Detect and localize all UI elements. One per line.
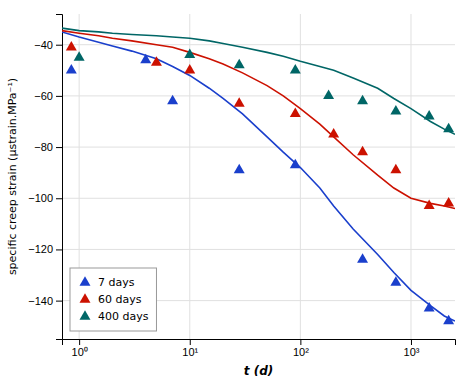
point [184, 49, 195, 58]
y-axis-title: specific creep strain (μstrain.MPa⁻¹) [6, 78, 19, 275]
x-axis-title: t (d) [244, 364, 273, 378]
point [357, 253, 368, 262]
tick-label: −80 [34, 141, 53, 153]
point [74, 51, 85, 60]
tick-label: 10⁰ [72, 346, 88, 358]
point [167, 95, 178, 104]
legend-label: 60 days [98, 293, 142, 306]
tick-label: 10² [293, 346, 309, 358]
tick-mark [79, 339, 80, 345]
point [443, 197, 454, 206]
point [390, 276, 401, 285]
legend: 7 days 60 days 400 days [70, 268, 156, 331]
tick-mark [411, 339, 412, 345]
grid-line-x [189, 14, 190, 339]
point [357, 146, 368, 155]
axis-line [56, 15, 63, 340]
tick-label: −140 [28, 295, 53, 307]
point [234, 164, 245, 173]
tick-label: 10³ [404, 346, 420, 358]
point [290, 64, 301, 73]
tick: −60 [34, 90, 62, 102]
tick-mark [56, 147, 62, 148]
grid-line-y [62, 198, 455, 199]
tick-mark [56, 249, 62, 250]
tick-label: −120 [28, 243, 53, 255]
point [323, 90, 334, 99]
point [234, 97, 245, 106]
tick-mark [56, 301, 62, 302]
point [234, 59, 245, 68]
grid-line-y [62, 44, 455, 45]
legend-box [70, 268, 156, 331]
legend-symbol [80, 310, 91, 319]
point [66, 64, 77, 73]
axis-line [63, 340, 456, 346]
tick-label: −100 [28, 192, 53, 204]
point [184, 64, 195, 73]
tick-mark [190, 339, 191, 345]
tick: 10² [293, 339, 309, 358]
tick-label: −40 [34, 39, 53, 51]
tick-mark [300, 339, 301, 345]
point [424, 110, 435, 119]
line [62, 32, 455, 321]
tick-mark [56, 198, 62, 199]
point [390, 164, 401, 173]
y-axis: −140 −120 −100 −80 −60 −40 [28, 15, 62, 340]
line [62, 28, 455, 134]
point [357, 95, 368, 104]
tick-mark [56, 96, 62, 97]
legend-symbol [80, 276, 91, 285]
point [390, 105, 401, 114]
chart: 10⁰ 10¹ 10² 10³ −140 −120 −100 −80 −60 −40 t (d) sp… [0, 0, 473, 385]
point [66, 41, 77, 50]
tick-label: −60 [34, 90, 53, 102]
grid-line-y [62, 249, 455, 250]
point [443, 123, 454, 132]
grid-line-y [62, 95, 455, 96]
legend-symbol [80, 293, 91, 302]
x-axis: 10⁰ 10¹ 10² 10³ [63, 339, 456, 358]
tick: −140 [28, 295, 62, 307]
tick: 10⁰ [72, 339, 88, 358]
point [443, 315, 454, 324]
grid-line-x [300, 14, 301, 339]
marks [62, 28, 455, 324]
tick: −120 [28, 243, 62, 255]
point [151, 56, 162, 65]
grid [62, 14, 455, 339]
point [424, 200, 435, 209]
legend-label: 7 days [98, 276, 135, 289]
point [290, 159, 301, 168]
tick-mark [56, 45, 62, 46]
tick: 10³ [404, 339, 420, 358]
tick: −40 [34, 39, 62, 51]
plot: 10⁰ 10¹ 10² 10³ −140 −120 −100 −80 −60 −40 t (d) sp… [6, 14, 456, 378]
line [62, 31, 455, 209]
grid-line-y [62, 147, 455, 148]
point [424, 302, 435, 311]
tick: −80 [34, 141, 62, 153]
point [290, 107, 301, 116]
point [328, 128, 339, 137]
tick-label: 10¹ [182, 346, 198, 358]
tick: 10¹ [182, 339, 198, 358]
point [140, 54, 151, 63]
legend-label: 400 days [98, 310, 149, 323]
tick: −100 [28, 192, 62, 204]
